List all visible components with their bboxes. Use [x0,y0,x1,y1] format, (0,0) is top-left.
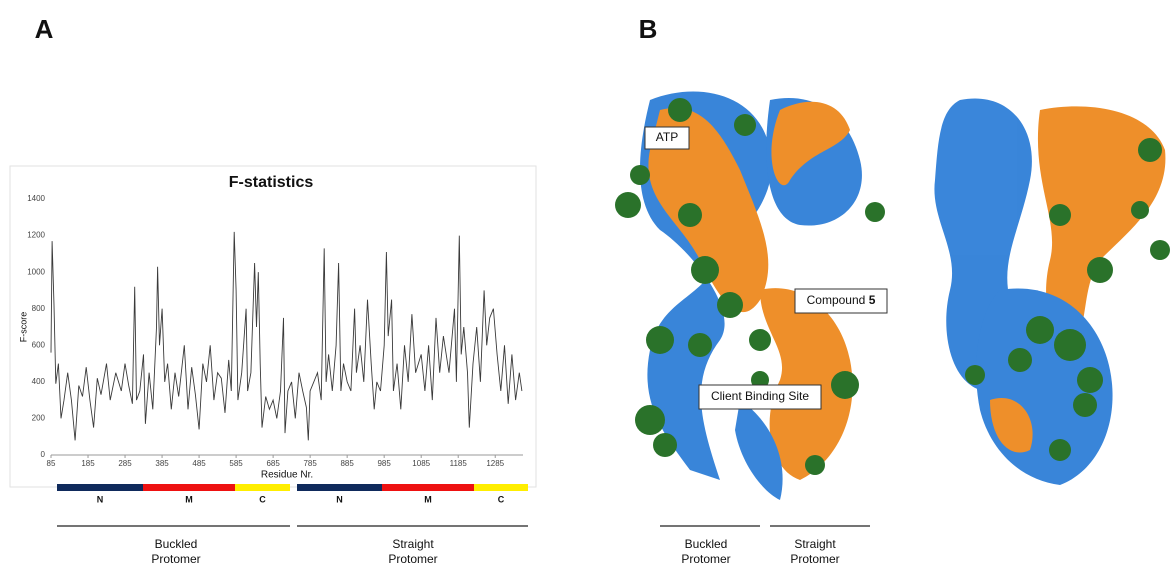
chart-title: F-statistics [229,174,314,191]
x-tick-label: 485 [192,459,206,468]
x-axis-label: Residue Nr. [261,470,313,481]
x-tick-label: 285 [118,459,132,468]
x-tick-label: 785 [303,459,317,468]
annotation-text: Compound 5 [807,293,876,307]
x-tick-label: 1285 [486,459,504,468]
domain-label: M [424,494,432,504]
domain-segment [382,484,474,491]
protomer-label: Protomer [790,552,839,566]
protomer-label: Protomer [388,552,437,566]
x-tick-label: 1185 [450,459,468,468]
domain-label: C [259,494,266,504]
x-tick-label: 685 [266,459,280,468]
y-tick-label: 600 [32,340,46,349]
annotation-text: Client Binding Site [711,389,809,403]
protomer-label: Buckled [685,537,728,551]
x-tick-label: 1085 [412,459,430,468]
x-tick-label: 85 [47,459,56,468]
y-tick-label: 1200 [27,231,45,240]
domain-segment [297,484,382,491]
domain-segment [235,484,290,491]
protomer-label: Buckled [155,537,198,551]
y-tick-label: 800 [32,304,46,313]
y-tick-label: 0 [41,450,46,459]
protomer-label: Straight [392,537,434,551]
y-tick-label: 1000 [27,267,45,276]
x-tick-label: 985 [377,459,391,468]
y-tick-label: 400 [32,377,46,386]
y-tick-label: 200 [32,414,46,423]
domain-segment [57,484,143,491]
y-tick-label: 1400 [27,194,45,203]
domain-label: N [336,494,343,504]
data-line [50,231,523,441]
annotation-text: ATP [656,130,678,144]
domain-label: M [185,494,193,504]
domain-label: C [498,494,505,504]
x-tick-label: 385 [155,459,169,468]
chart-frame [9,165,537,488]
annotation-text: Compound [807,293,866,307]
y-axis-label: F-score [18,312,28,343]
domain-segment [143,484,235,491]
x-tick-label: 885 [340,459,354,468]
protomer-label: Protomer [151,552,200,566]
panel-label: A [35,14,54,44]
protein-structure [615,91,1170,500]
domain-label: N [97,494,104,504]
x-tick-label: 185 [81,459,95,468]
panel-label: B [639,14,658,44]
domain-segment [474,484,528,491]
protomer-label: Straight [794,537,836,551]
protomer-label: Protomer [681,552,730,566]
annotation: ATP Compound 5 Client Binding Site [644,126,888,410]
annotation-number: 5 [869,293,876,307]
x-tick-label: 585 [229,459,243,468]
